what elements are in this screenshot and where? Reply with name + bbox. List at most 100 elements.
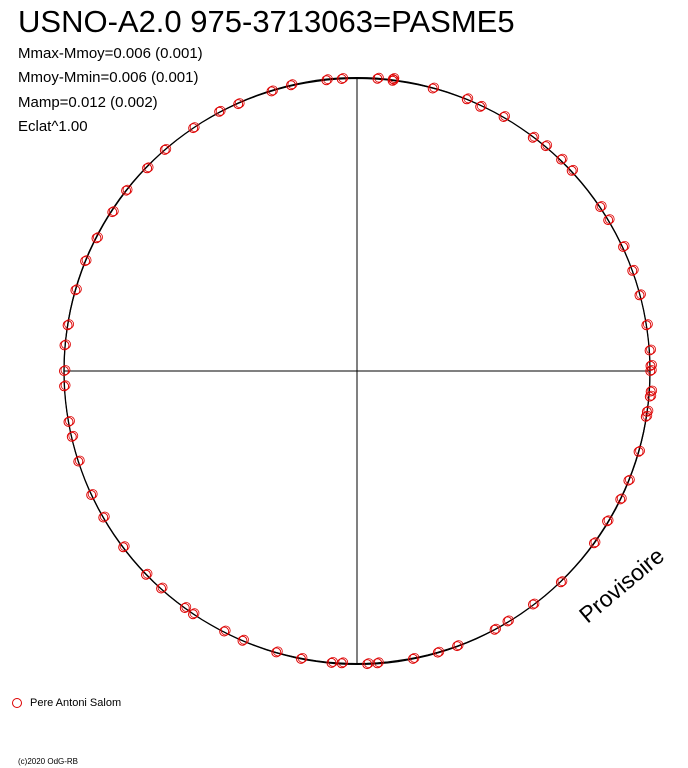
data-point — [645, 366, 656, 376]
data-point — [615, 494, 626, 505]
data-point — [645, 386, 656, 397]
data-point — [643, 319, 653, 330]
data-point — [647, 385, 658, 396]
data-point — [542, 140, 553, 151]
data-point — [233, 99, 244, 110]
data-point — [266, 86, 277, 97]
data-point — [159, 144, 170, 155]
data-point — [297, 653, 308, 663]
data-point — [555, 577, 566, 588]
data-point — [556, 154, 567, 165]
data-point — [119, 541, 130, 552]
data-point — [328, 657, 338, 667]
data-point — [603, 515, 614, 526]
data-point — [363, 658, 374, 668]
chart-title: USNO-A2.0 975-3713063=PASME5 — [18, 4, 515, 39]
data-point — [476, 100, 487, 111]
data-point — [636, 289, 646, 300]
plot-axes — [64, 78, 650, 664]
data-point — [61, 339, 71, 350]
data-point — [64, 319, 74, 330]
data-point — [634, 290, 645, 301]
data-point — [122, 184, 133, 195]
data-point — [619, 240, 630, 251]
data-point — [322, 74, 333, 85]
data-point — [326, 657, 337, 668]
data-point — [434, 646, 445, 657]
data-point — [489, 624, 500, 635]
data-point — [589, 538, 599, 549]
data-point — [81, 255, 92, 266]
stat-mmoy-mmin: Mmoy-Mmin=0.006 (0.001) — [18, 69, 199, 86]
fit-curve-2 — [63, 78, 651, 664]
data-point — [427, 83, 438, 94]
data-point — [321, 75, 332, 86]
data-point — [181, 602, 192, 612]
data-point — [107, 207, 118, 218]
data-point — [603, 215, 614, 226]
data-point — [62, 320, 73, 331]
data-point — [60, 380, 71, 391]
data-point — [66, 431, 77, 442]
data-point — [237, 635, 248, 646]
data-point — [595, 202, 606, 212]
data-point — [628, 264, 639, 275]
data-point — [373, 657, 384, 668]
data-point — [68, 430, 79, 441]
data-point — [141, 569, 151, 580]
data-point — [618, 241, 629, 252]
data-point — [568, 164, 579, 175]
data-point — [529, 598, 540, 609]
data-point — [623, 475, 634, 486]
stat-eclat: Eclat^1.00 — [18, 118, 88, 135]
data-point — [108, 206, 119, 217]
data-point — [463, 93, 474, 104]
data-point — [296, 653, 306, 664]
data-point — [157, 582, 168, 593]
data-point — [461, 94, 472, 105]
data-point — [59, 381, 70, 392]
data-point — [429, 82, 440, 93]
data-point — [640, 411, 651, 422]
data-point — [86, 490, 97, 500]
fit-curve-1 — [63, 76, 651, 666]
data-point — [219, 626, 230, 637]
data-point — [408, 653, 418, 664]
data-point — [557, 153, 568, 164]
data-point — [179, 603, 190, 613]
data-point — [362, 659, 373, 670]
data-point — [627, 265, 638, 276]
data-point — [372, 73, 383, 84]
data-point — [234, 98, 245, 108]
data-point — [118, 542, 129, 553]
data-point — [286, 80, 296, 91]
data-point — [338, 657, 349, 668]
data-point — [99, 511, 110, 522]
data-point — [142, 568, 153, 579]
data-point — [566, 165, 577, 176]
data-point — [644, 345, 655, 356]
data-point — [60, 365, 71, 375]
data-point — [63, 416, 74, 427]
legend: Pere Antoni Salom — [12, 697, 121, 709]
data-point — [643, 405, 654, 416]
data-point — [80, 256, 91, 267]
fit-curves — [63, 76, 651, 666]
data-point — [336, 74, 347, 84]
data-point — [161, 143, 172, 154]
data-point — [625, 474, 635, 485]
data-point — [72, 284, 82, 295]
data-point — [646, 390, 657, 401]
data-point — [87, 489, 98, 499]
data-point — [143, 162, 154, 173]
data-point — [644, 391, 655, 402]
observation-points — [59, 72, 658, 670]
data-point — [491, 623, 502, 634]
stat-mamp: Mamp=0.012 (0.002) — [18, 94, 158, 111]
data-point — [59, 366, 69, 376]
data-point — [373, 72, 384, 83]
data-point — [409, 653, 420, 663]
data-point — [338, 73, 349, 83]
data-point — [453, 640, 464, 650]
